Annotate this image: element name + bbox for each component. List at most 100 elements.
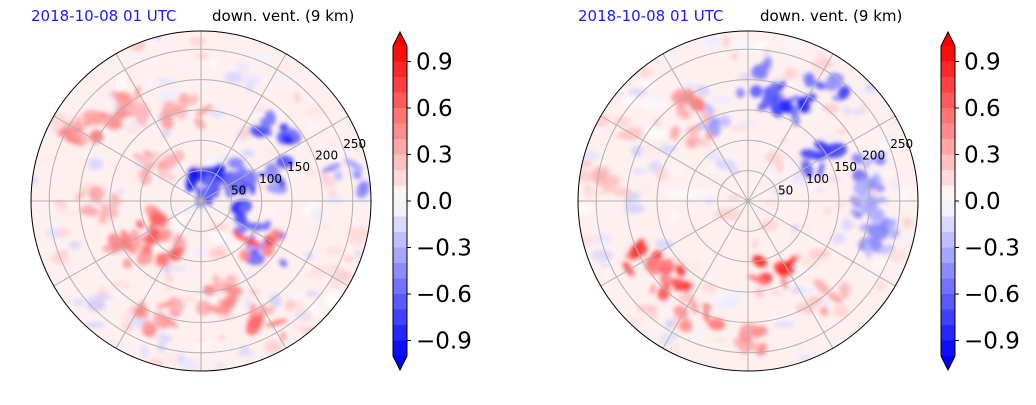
field-speck bbox=[272, 63, 292, 72]
field-speck bbox=[91, 227, 104, 238]
field-feature-blob bbox=[129, 229, 142, 251]
colorbar-segment bbox=[941, 340, 955, 357]
field-speck bbox=[708, 37, 722, 46]
field-feature-blob bbox=[675, 264, 686, 277]
field-speck bbox=[221, 66, 235, 71]
field-speck bbox=[822, 161, 840, 170]
field-feature-blob bbox=[661, 258, 673, 270]
field-speck bbox=[58, 226, 70, 238]
colorbar-segment bbox=[941, 46, 955, 62]
field-speck bbox=[578, 204, 593, 215]
field-speck bbox=[714, 336, 727, 343]
field-speck bbox=[293, 91, 301, 105]
field-feature-blob bbox=[142, 150, 155, 159]
field-speck bbox=[212, 246, 227, 259]
field-speck bbox=[59, 211, 77, 216]
field-feature-blob bbox=[241, 236, 262, 248]
colorbar-segment bbox=[941, 294, 955, 310]
field-feature-blob bbox=[142, 320, 152, 330]
field-speck bbox=[308, 302, 321, 317]
field-speck bbox=[235, 351, 255, 357]
colorbar-tick-label: 0.9 bbox=[964, 50, 1001, 76]
field-feature-blob bbox=[167, 174, 175, 183]
radial-tick-label: 100 bbox=[259, 172, 282, 186]
field-speck bbox=[77, 157, 86, 164]
field-feature-blob bbox=[277, 176, 286, 189]
field-feature-blob bbox=[819, 306, 829, 317]
field-speck bbox=[785, 155, 798, 170]
field-speck bbox=[264, 340, 282, 354]
field-speck bbox=[735, 39, 755, 50]
field-speck bbox=[157, 89, 179, 100]
field-feature-blob bbox=[137, 110, 148, 127]
field-speck bbox=[330, 232, 350, 238]
polar-plot-right: 50 100 150 200 250 0.9 0.6 0.3 0.0 −0.3 −0.6 −0.9 bbox=[577, 30, 1020, 372]
colorbar-tick-label: 0.9 bbox=[416, 50, 453, 76]
field-speck bbox=[189, 36, 207, 46]
field-speck bbox=[649, 101, 667, 110]
field-feature-blob bbox=[670, 88, 685, 102]
field-feature-blob bbox=[701, 303, 712, 310]
field-speck bbox=[57, 150, 68, 156]
field-speck bbox=[856, 90, 878, 96]
field-feature-blob bbox=[578, 169, 593, 183]
radial-tick-label: 150 bbox=[287, 160, 310, 174]
field-speck bbox=[196, 52, 209, 60]
field-feature-blob bbox=[776, 93, 784, 101]
field-feature-blob bbox=[134, 85, 141, 101]
field-speck bbox=[307, 124, 322, 130]
field-speck bbox=[218, 335, 226, 341]
field-feature-blob bbox=[265, 162, 280, 183]
field-features bbox=[58, 85, 370, 342]
field-speck bbox=[224, 72, 243, 84]
field-feature-blob bbox=[622, 261, 634, 277]
field-feature-blob bbox=[82, 110, 104, 126]
field-speck bbox=[258, 210, 275, 216]
grid-spoke bbox=[200, 200, 287, 349]
field-speck bbox=[162, 352, 180, 365]
field-feature-blob bbox=[163, 154, 178, 169]
field-speck bbox=[843, 106, 851, 117]
colorbar: 0.9 0.6 0.3 0.0 −0.3 −0.6 −0.9 bbox=[392, 30, 472, 372]
field-speck bbox=[311, 175, 320, 183]
colorbar-segment bbox=[941, 170, 955, 186]
field-speck bbox=[730, 125, 749, 132]
field-feature-blob bbox=[689, 298, 699, 314]
field-speck bbox=[51, 253, 69, 265]
field-feature-blob bbox=[215, 166, 225, 181]
field-speck bbox=[790, 175, 811, 187]
field-speck bbox=[664, 190, 685, 198]
colorbar-segment bbox=[941, 232, 955, 248]
field-feature-blob bbox=[204, 180, 221, 199]
colorbar-tick-label: 0.6 bbox=[416, 96, 453, 122]
field-speck bbox=[856, 139, 863, 145]
field-speck bbox=[624, 203, 645, 214]
field-speck bbox=[139, 345, 150, 359]
field-feature-blob bbox=[266, 306, 275, 314]
field-speck bbox=[208, 156, 216, 169]
field-feature-blob bbox=[887, 218, 897, 231]
colorbar-segment bbox=[941, 123, 955, 140]
field-features bbox=[578, 57, 900, 357]
field-speck bbox=[325, 245, 345, 257]
field-speck bbox=[809, 185, 817, 191]
field-speck bbox=[139, 75, 156, 86]
grid-spoke bbox=[747, 115, 896, 202]
field-speck bbox=[174, 217, 184, 231]
radial-tick-label: 250 bbox=[343, 137, 366, 151]
field-speck bbox=[776, 161, 784, 173]
field-feature-blob bbox=[207, 305, 230, 316]
field-feature-blob bbox=[804, 72, 815, 88]
field-feature-blob bbox=[63, 136, 84, 146]
field-feature-blob bbox=[99, 205, 108, 223]
colorbar-segment bbox=[941, 247, 955, 264]
colorbar-segment bbox=[393, 77, 407, 93]
colorbar-segment bbox=[393, 216, 407, 233]
field-feature-blob bbox=[676, 107, 691, 120]
field-feature-blob bbox=[837, 85, 851, 100]
colorbar-segment bbox=[393, 170, 407, 186]
field-feature-blob bbox=[260, 118, 272, 137]
colorbar: 0.9 0.6 0.3 0.0 −0.3 −0.6 −0.9 bbox=[940, 30, 1020, 372]
grid-spoke bbox=[115, 53, 202, 202]
field-feature-blob bbox=[736, 87, 746, 99]
